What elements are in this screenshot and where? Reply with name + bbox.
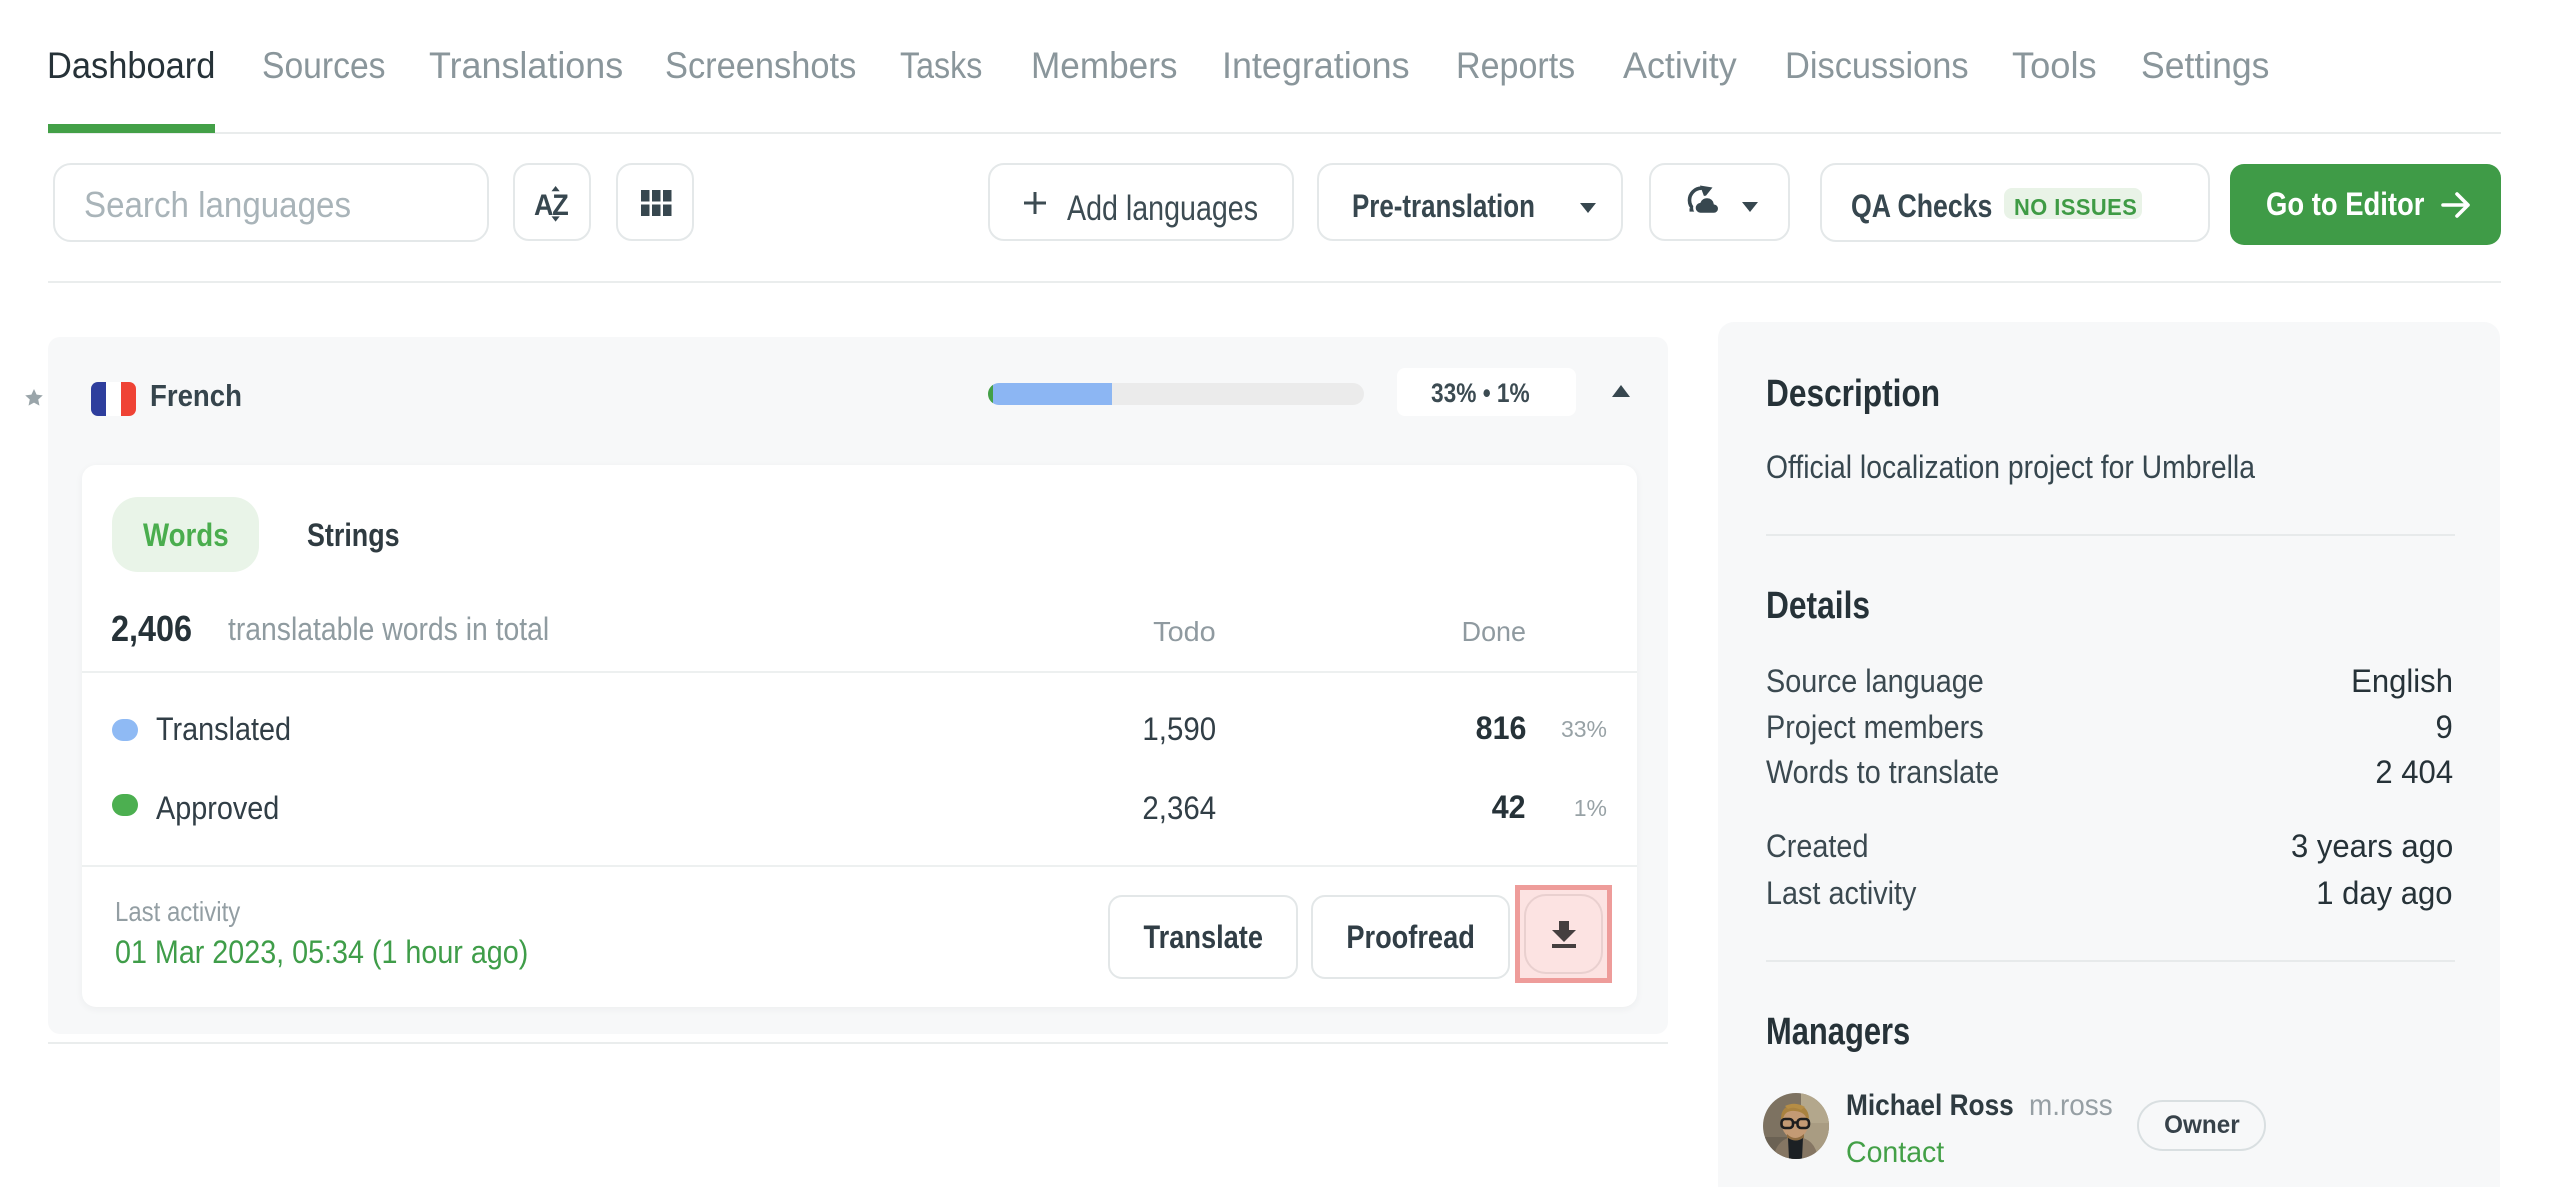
- svg-text:A: A: [534, 189, 553, 223]
- svg-text:Z: Z: [552, 189, 568, 223]
